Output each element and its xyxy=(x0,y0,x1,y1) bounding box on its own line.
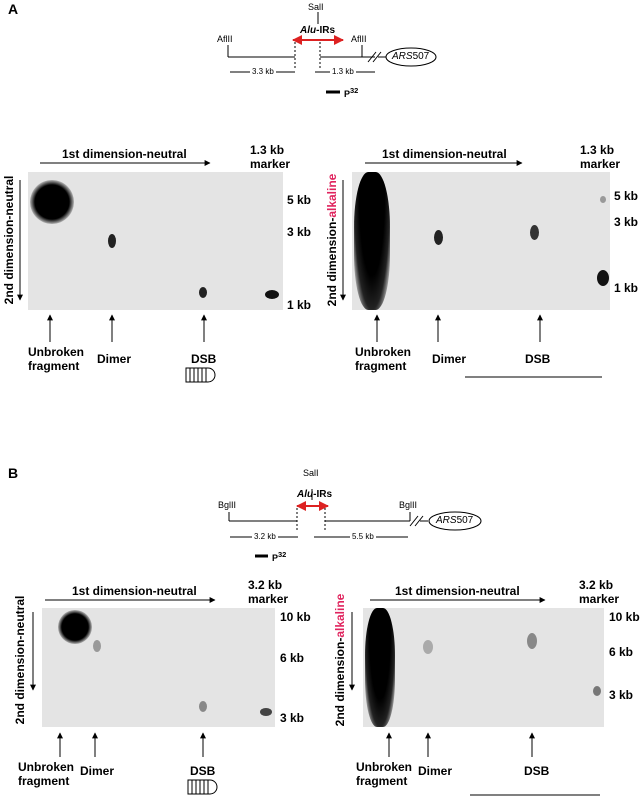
probe: P xyxy=(344,89,351,99)
size-label: 1 kb xyxy=(287,298,312,312)
site-label: SalI xyxy=(303,468,319,478)
site-label: SalI xyxy=(308,2,324,12)
alu-label: Alu-IRs xyxy=(297,490,332,500)
size-label: 3 kb xyxy=(609,688,634,702)
size-label: 10 kb xyxy=(609,610,640,624)
blot-image xyxy=(363,608,604,727)
y-label: 2nd dimension-alkaline xyxy=(333,594,347,727)
size-label: 5 kb xyxy=(614,189,639,203)
y-label: 2nd dimension-neutral xyxy=(13,596,27,725)
y-label-suffix: neutral xyxy=(2,175,16,216)
size-label: 3 kb xyxy=(280,711,305,725)
ars-label: ARS507 xyxy=(392,52,429,62)
bottom-label: Unbroken fragment xyxy=(356,760,413,788)
bottom-label: Dimer xyxy=(432,352,467,366)
alu: Alu xyxy=(297,489,314,500)
size-label: 6 kb xyxy=(280,651,305,665)
blot-image xyxy=(28,172,283,310)
size-label: 1 kb xyxy=(614,281,639,295)
alu: Alu xyxy=(300,25,317,36)
probe-label: P32 xyxy=(344,86,358,99)
probe: P xyxy=(272,553,279,563)
bottom-label: Unbroken fragment xyxy=(28,345,85,373)
y-label-prefix: 2nd dimension- xyxy=(13,635,27,725)
ars: ARS xyxy=(436,515,457,526)
marker-label: 1.3 kb marker xyxy=(580,143,621,171)
size-label: 10 kb xyxy=(280,610,311,624)
bottom-label: Dimer xyxy=(418,764,453,778)
length-label: 5.5 kb xyxy=(350,532,376,542)
y-label-prefix: 2nd dimension- xyxy=(333,637,347,727)
blot-image xyxy=(42,608,275,727)
y-label: 2nd dimension-neutral xyxy=(2,176,16,305)
site-label: AflII xyxy=(351,34,367,44)
ars-num: 507 xyxy=(456,515,474,526)
site-label: BglII xyxy=(218,500,237,510)
irs: -IRs xyxy=(316,25,336,36)
alu-label: Alu-IRs xyxy=(300,26,335,36)
probe-sup: 32 xyxy=(350,86,359,95)
site-label: AflII xyxy=(217,34,233,44)
ars-num: 507 xyxy=(412,51,430,62)
ars-label: ARS507 xyxy=(436,516,473,526)
size-label: 5 kb xyxy=(287,193,312,207)
length-label: 1.3 kb xyxy=(330,67,356,77)
bottom-label: DSB xyxy=(524,764,550,778)
length-label: 3.2 kb xyxy=(252,532,278,542)
y-label-prefix: 2nd dimension- xyxy=(325,217,339,307)
marker-label: 1.3 kb marker xyxy=(250,143,291,171)
blot-arrows xyxy=(17,160,602,796)
probe-sup: 32 xyxy=(278,550,287,559)
bottom-label: DSB xyxy=(191,352,217,366)
length-label: 3.3 kb xyxy=(250,67,276,77)
site-label: BglII xyxy=(399,500,418,510)
y-label-suffix: alkaline xyxy=(333,593,347,638)
y-label-suffix: neutral xyxy=(13,595,27,636)
size-label: 6 kb xyxy=(609,645,634,659)
bottom-label: DSB xyxy=(190,764,216,778)
bottom-label: Unbroken fragment xyxy=(355,345,412,373)
bottom-label: Dimer xyxy=(80,764,115,778)
marker-label: 3.2 kb marker xyxy=(248,578,289,606)
irs: -IRs xyxy=(313,489,333,500)
size-label: 3 kb xyxy=(287,225,312,239)
panel-label: A xyxy=(8,1,19,17)
ars: ARS xyxy=(392,51,413,62)
probe-label: P32 xyxy=(272,550,286,563)
y-label: 2nd dimension-alkaline xyxy=(325,174,339,307)
bottom-label: Unbroken fragment xyxy=(18,760,75,788)
blot-image xyxy=(352,172,610,310)
bottom-label: DSB xyxy=(525,352,551,366)
x-label: 1st dimension-neutral xyxy=(62,147,187,161)
bottom-label: Dimer xyxy=(97,352,132,366)
x-label: 1st dimension-neutral xyxy=(382,147,507,161)
y-label-suffix: alkaline xyxy=(325,173,339,218)
x-label: 1st dimension-neutral xyxy=(395,584,520,598)
y-label-prefix: 2nd dimension- xyxy=(2,215,16,305)
marker-label: 3.2 kb marker xyxy=(579,578,620,606)
size-label: 3 kb xyxy=(614,215,639,229)
panel-label: B xyxy=(8,465,19,481)
x-label: 1st dimension-neutral xyxy=(72,584,197,598)
